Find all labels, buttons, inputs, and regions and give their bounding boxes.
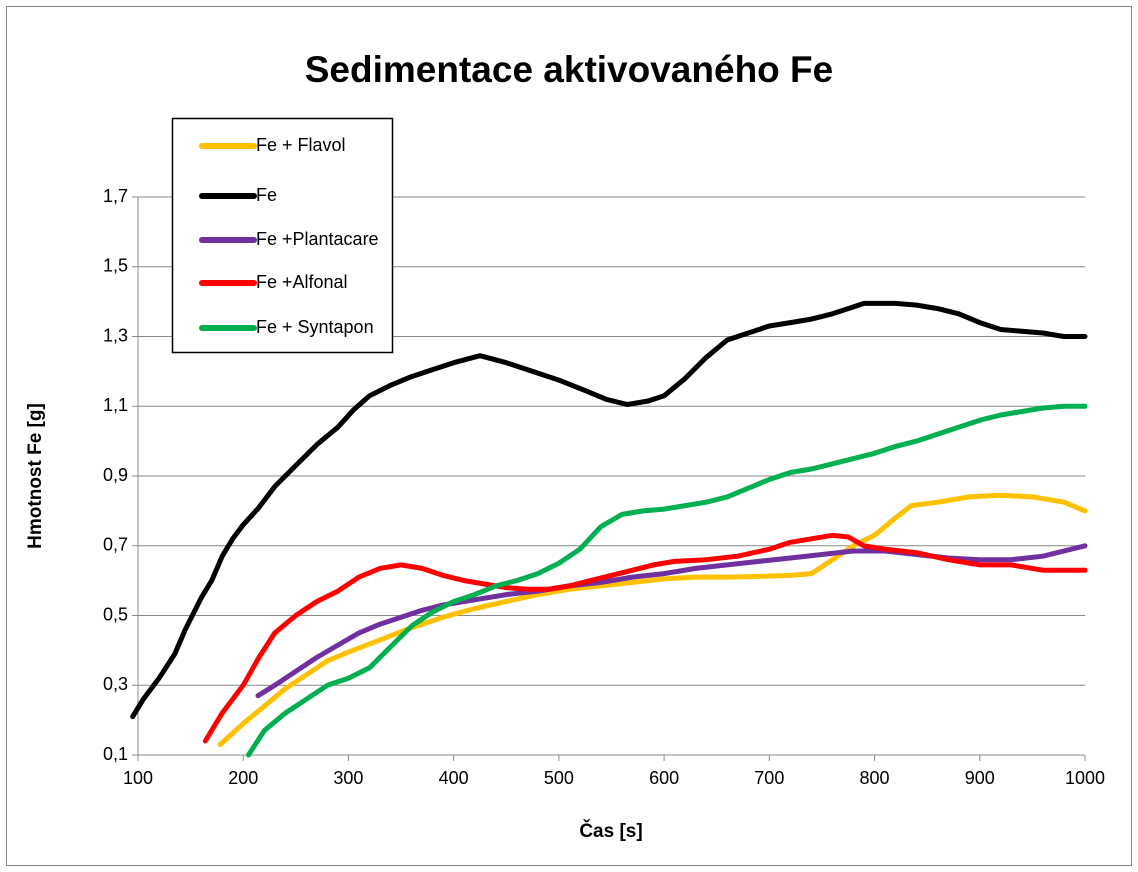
- legend-box: [171, 117, 394, 354]
- y-tick-label: 0,9: [103, 465, 128, 485]
- x-tick-label: 300: [333, 768, 363, 788]
- y-tick-label: 0,5: [103, 604, 128, 624]
- x-tick-label: 500: [544, 768, 574, 788]
- x-tick-label: 200: [228, 768, 258, 788]
- legend-label: Fe + Syntapon: [256, 317, 374, 337]
- legend-label: Fe + Flavol: [256, 135, 346, 155]
- y-tick-label: 1,7: [103, 186, 128, 206]
- x-tick-label: 400: [439, 768, 469, 788]
- y-tick-label: 0,3: [103, 674, 128, 694]
- series-line: [202, 532, 1088, 744]
- y-tick-label: 1,3: [103, 325, 128, 345]
- y-tick-label: 1,1: [103, 395, 128, 415]
- series-line: [130, 300, 1088, 720]
- x-tick-label: 600: [649, 768, 679, 788]
- x-tick-label: 900: [965, 768, 995, 788]
- y-tick-label: 0,1: [103, 744, 128, 764]
- legend-label: Fe +Alfonal: [256, 272, 348, 292]
- y-tick-label: 1,5: [103, 256, 128, 276]
- x-axis-title: Čas [s]: [579, 820, 642, 842]
- series-line: [217, 492, 1088, 747]
- x-tick-label: 700: [754, 768, 784, 788]
- x-tick-label: 100: [123, 768, 153, 788]
- x-tick-label: 800: [860, 768, 890, 788]
- y-axis-title: Hmotnost Fe [g]: [25, 403, 46, 549]
- legend-label: Fe: [256, 185, 277, 205]
- series-line: [246, 403, 1088, 758]
- x-tick-label: 1000: [1065, 768, 1105, 788]
- legend-label: Fe +Plantacare: [256, 229, 379, 249]
- y-tick-label: 0,7: [103, 535, 128, 555]
- chart-title: Sedimentace aktivovaného Fe: [305, 49, 833, 90]
